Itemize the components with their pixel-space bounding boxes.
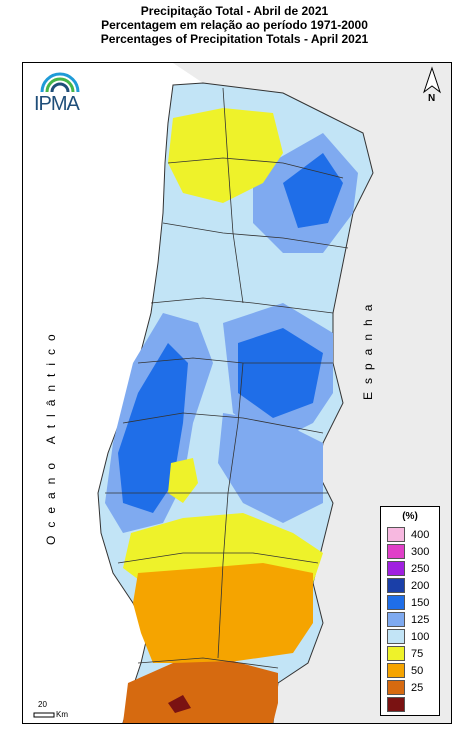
legend-swatch (387, 595, 405, 610)
legend-swatch (387, 646, 405, 661)
legend-label: 75 (411, 648, 424, 660)
zone-50-south (133, 563, 313, 663)
legend-title: (%) (402, 511, 418, 522)
legend-swatch (387, 629, 405, 644)
legend-label: 150 (411, 597, 430, 609)
legend-label: 400 (411, 529, 430, 541)
legend-label: 200 (411, 580, 430, 592)
legend-label: 25 (411, 682, 424, 694)
zone-150-northeast (283, 153, 343, 228)
zone-lt25 (168, 695, 191, 713)
legend-item: 25 (387, 680, 437, 696)
ipma-logo-text: IPMA (34, 93, 80, 115)
legend-item: 75 (387, 646, 437, 662)
legend-label: 100 (411, 631, 430, 643)
legend-item: 400 (387, 527, 437, 543)
zone-150-east (238, 328, 323, 418)
title-line-1: Precipitação Total - Abril de 2021 (140, 4, 329, 18)
north-label: N (428, 93, 436, 104)
legend-label: 50 (411, 665, 424, 677)
legend-label: 250 (411, 563, 430, 575)
district-boundaries (105, 87, 349, 669)
legend-item: 100 (387, 629, 437, 645)
legend-item: 150 (387, 595, 437, 611)
spain-label: Espanha (361, 296, 375, 400)
legend-item: 200 (387, 578, 437, 594)
legend-item: 250 (387, 561, 437, 577)
map-frame (22, 62, 452, 724)
legend-label: 125 (411, 614, 430, 626)
title-line-3: Percentages of Precipitation Totals - Ap… (100, 32, 369, 46)
zone-75-small (168, 458, 198, 503)
scale-unit: Km (56, 710, 68, 719)
legend-item: 50 (387, 663, 437, 679)
legend-item: 125 (387, 612, 437, 628)
legend-swatch (387, 680, 405, 695)
legend-swatch (387, 578, 405, 593)
legend-swatch (387, 697, 405, 712)
legend-label: 300 (411, 546, 430, 558)
title-line-2: Percentagem em relação ao período 1971-2… (101, 18, 368, 32)
legend-item: 300 (387, 544, 437, 560)
legend-swatch (387, 544, 405, 559)
legend-swatch (387, 527, 405, 542)
zone-75-north (168, 108, 283, 203)
scale-value: 20 (38, 700, 47, 709)
zone-25-algarve (123, 661, 278, 723)
ipma-logo-icon (40, 72, 80, 93)
north-arrow-icon (423, 66, 441, 94)
legend-swatch (387, 663, 405, 678)
legend: (%) 400 300 250 200 150 125 100 75 50 25 (380, 506, 440, 716)
scale-bar-icon (33, 712, 55, 718)
precipitation-map (97, 63, 451, 723)
map-titles: Precipitação Total - Abril de 2021 Perce… (0, 4, 469, 46)
zone-125-southeast (218, 413, 323, 523)
ocean-label: Oceano Atlântico (44, 326, 58, 545)
legend-swatch (387, 612, 405, 627)
legend-item (387, 697, 437, 713)
legend-swatch (387, 561, 405, 576)
